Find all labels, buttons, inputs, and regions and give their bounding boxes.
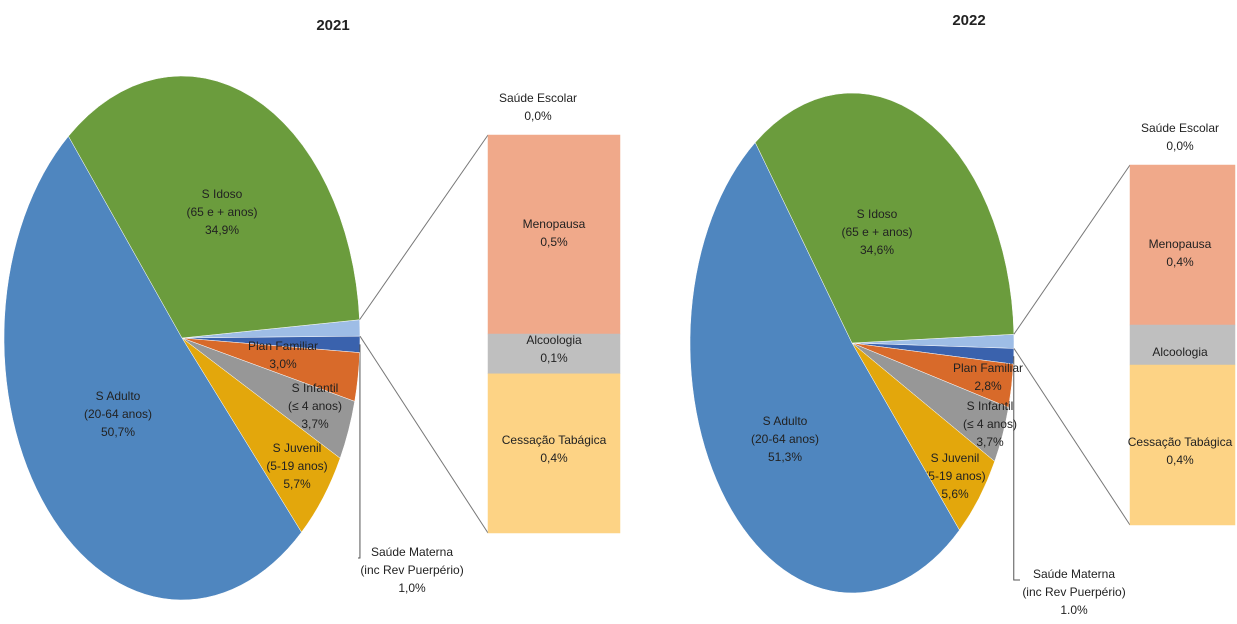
- data-label: S Juvenil (5-19 anos) 5,7%: [266, 441, 327, 491]
- data-label: Cessação Tabágica 0,4%: [1128, 435, 1233, 467]
- label-line: 0,5%: [540, 235, 568, 249]
- data-label: Plan Familiar 3,0%: [248, 339, 318, 371]
- chart-title: 2021: [316, 17, 349, 34]
- label-line: 3,0%: [269, 357, 297, 371]
- label-line: 0,0%: [1166, 139, 1194, 153]
- pie-slice: [754, 92, 1015, 344]
- label-line: (≤ 4 anos): [963, 417, 1017, 431]
- data-label: S Infantil (≤ 4 anos) 3,7%: [963, 399, 1017, 449]
- label-line: (inc Rev Puerpério): [360, 563, 463, 577]
- label-line: Menopausa: [523, 217, 586, 231]
- connector-line: [359, 335, 489, 534]
- connector-line: [359, 134, 489, 321]
- label-line: (65 e + anos): [186, 205, 257, 219]
- label-line: 5,6%: [941, 487, 969, 501]
- data-label: S Juvenil (5-19 anos) 5,6%: [924, 451, 985, 501]
- pie-slice: [68, 75, 360, 339]
- label-line: 34,6%: [860, 243, 894, 257]
- connector-line: [1013, 164, 1131, 335]
- label-line: 34,9%: [205, 223, 239, 237]
- leader-line: [1013, 356, 1020, 581]
- label-line: 3,7%: [301, 417, 329, 431]
- data-label: Saúde Escolar 0,0%: [499, 91, 577, 123]
- data-label: Menopausa 0,5%: [523, 217, 586, 249]
- leader-line: [358, 344, 361, 559]
- label-line: 0,4%: [540, 451, 568, 465]
- data-label: S Infantil (≤ 4 anos) 3,7%: [288, 381, 342, 431]
- bar-segment: [487, 373, 621, 534]
- bar-segment: [487, 134, 621, 335]
- label-line: (inc Rev Puerpério): [1022, 585, 1125, 599]
- label-line: Plan Familiar: [953, 361, 1023, 375]
- label-line: S Infantil: [292, 381, 339, 395]
- data-label: S Adulto (20-64 anos) 51,3%: [751, 414, 819, 464]
- label-line: 2,8%: [974, 379, 1002, 393]
- label-line: 3,7%: [976, 435, 1004, 449]
- label-line: Alcoologia: [1152, 345, 1208, 359]
- label-line: S Idoso: [202, 187, 243, 201]
- data-label: Menopausa 0,4%: [1149, 237, 1212, 269]
- label-line: S Idoso: [857, 207, 898, 221]
- label-line: 51,3%: [768, 450, 802, 464]
- label-line: S Adulto: [96, 389, 141, 403]
- label-line: Cessação Tabágica: [502, 433, 607, 447]
- label-line: 0,4%: [1166, 255, 1194, 269]
- bar-segment: [1129, 324, 1236, 366]
- data-label: Saúde Materna (inc Rev Puerpério) 1,0%: [360, 545, 463, 595]
- label-line: Alcoologia: [526, 333, 582, 347]
- label-line: 0,0%: [524, 109, 552, 123]
- label-line: S Juvenil: [273, 441, 322, 455]
- data-label: Alcoologia 0,1%: [526, 333, 582, 365]
- bar-segment: [487, 333, 621, 375]
- label-line: 1,0%: [398, 581, 426, 595]
- bar-segment: [1129, 164, 1236, 326]
- label-line: Cessação Tabágica: [1128, 435, 1233, 449]
- label-line: 5,7%: [283, 477, 311, 491]
- bar-segment: [1129, 364, 1236, 526]
- label-line: 1.0%: [1060, 603, 1088, 617]
- label-line: (5-19 anos): [266, 459, 327, 473]
- connector-line: [1013, 348, 1131, 526]
- label-line: (65 e + anos): [841, 225, 912, 239]
- label-line: Menopausa: [1149, 237, 1212, 251]
- pie-slice: [689, 142, 960, 594]
- chart-title: 2022: [952, 12, 985, 29]
- label-line: Saúde Materna: [371, 545, 453, 559]
- pie-slice: [3, 135, 302, 601]
- data-label: Saúde Materna (inc Rev Puerpério) 1.0%: [1022, 567, 1125, 617]
- label-line: Saúde Escolar: [499, 91, 577, 105]
- label-line: Saúde Escolar: [1141, 121, 1219, 135]
- label-line: S Infantil: [967, 399, 1014, 413]
- data-label: Plan Familiar 2,8%: [953, 361, 1023, 393]
- data-label: S Idoso (65 e + anos) 34,6%: [841, 207, 912, 257]
- label-line: S Juvenil: [931, 451, 980, 465]
- label-line: (20-64 anos): [751, 432, 819, 446]
- label-line: (≤ 4 anos): [288, 399, 342, 413]
- label-line: Saúde Materna: [1033, 567, 1115, 581]
- data-label: Cessação Tabágica 0,4%: [502, 433, 607, 465]
- label-line: 0,1%: [540, 351, 568, 365]
- label-line: 0,4%: [1166, 453, 1194, 467]
- label-line: (5-19 anos): [924, 469, 985, 483]
- data-label: S Idoso (65 e + anos) 34,9%: [186, 187, 257, 237]
- data-label: S Adulto (20-64 anos) 50,7%: [84, 389, 152, 439]
- label-line: Plan Familiar: [248, 339, 318, 353]
- label-line: S Adulto: [763, 414, 808, 428]
- data-label: Saúde Escolar 0,0%: [1141, 121, 1219, 153]
- label-line: (20-64 anos): [84, 407, 152, 421]
- label-line: 50,7%: [101, 425, 135, 439]
